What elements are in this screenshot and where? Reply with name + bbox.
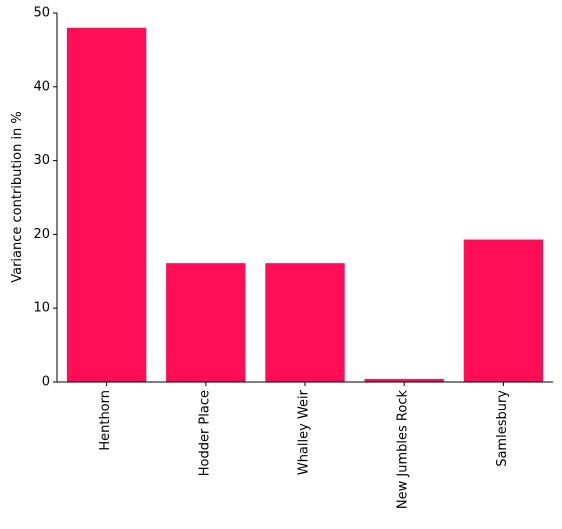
bar-samlesbury — [463, 239, 544, 382]
bar-whalley-weir — [265, 263, 345, 382]
x-tick-label: New Jumbles Rock — [396, 390, 411, 510]
y-tick-label: 50 — [33, 6, 50, 21]
y-tick-label: 0 — [42, 375, 50, 390]
bar-new-jumbles-rock — [364, 379, 444, 382]
bar-hodder-place — [166, 263, 246, 382]
y-axis-title: Variance contribution in % — [10, 111, 25, 283]
y-tick-label: 10 — [33, 301, 50, 316]
y-tick-label: 40 — [33, 79, 50, 94]
y-tick-label: 20 — [33, 227, 50, 242]
x-tick-label: Henthorn — [98, 390, 113, 451]
x-ticks-group: Henthorn Hodder Place Whalley Weir New Jumb… — [98, 382, 510, 509]
bar-henthorn — [66, 27, 147, 382]
bars-group — [66, 27, 544, 382]
x-tick-label: Hodder Place — [197, 390, 212, 476]
x-tick-label: Whalley Weir — [297, 389, 312, 475]
y-ticks-group: 0 10 20 30 40 50 — [33, 6, 57, 390]
y-tick-label: 30 — [33, 153, 50, 168]
x-tick-label: Samlesbury — [495, 390, 510, 467]
